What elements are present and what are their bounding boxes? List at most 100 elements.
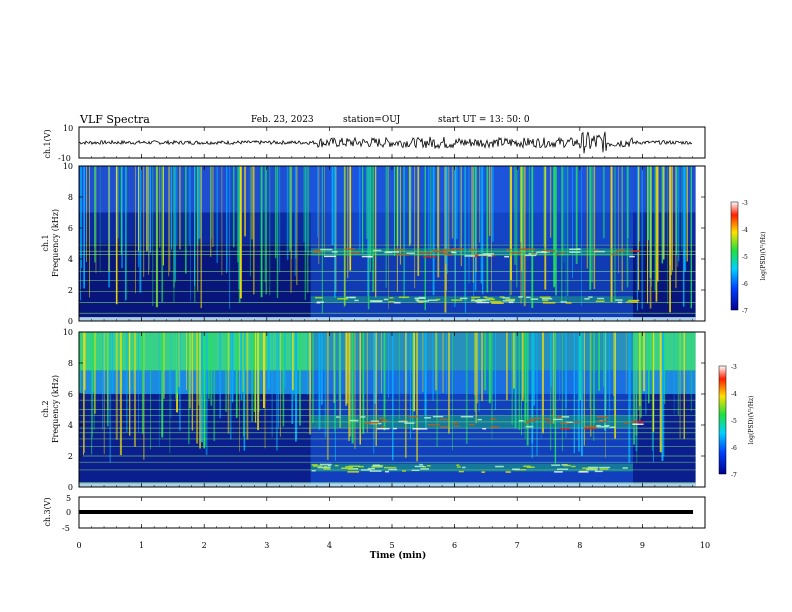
chorus-element [476, 301, 490, 304]
sferic-streak [212, 166, 214, 247]
chorus-element [433, 250, 445, 253]
chorus-element [458, 470, 464, 473]
sferic-streak [452, 332, 453, 451]
sferic-streak [299, 332, 301, 426]
chorus-element [529, 417, 541, 420]
y-tick-label: 10 [63, 328, 73, 337]
sferic-streak [321, 166, 323, 314]
ch1-spectrogram-marks [79, 166, 705, 321]
chorus-element [471, 296, 481, 299]
chorus-element [414, 465, 425, 468]
sferic-streak [178, 332, 181, 388]
sferic-streak [425, 332, 427, 428]
chorus-element [385, 470, 389, 473]
sferic-streak [208, 332, 210, 399]
chorus-element [311, 470, 316, 472]
chorus-element [383, 298, 389, 301]
sferic-streak [655, 166, 658, 302]
chorus-element [491, 302, 504, 304]
sferic-streak [103, 332, 105, 454]
sferic-streak [510, 166, 512, 281]
chorus-element [453, 422, 458, 424]
chorus-band [310, 296, 634, 303]
chorus-element [369, 470, 382, 472]
chorus-element [469, 249, 478, 251]
chorus-element [315, 296, 323, 299]
sferic-streak [334, 332, 336, 432]
sferic-streak [638, 166, 640, 242]
chorus-element [605, 416, 609, 419]
sferic-streak [152, 166, 154, 307]
sferic-streak [394, 166, 395, 256]
sferic-streak [609, 332, 611, 412]
sferic-streak [454, 166, 456, 308]
sferic-streak [555, 166, 557, 296]
chorus-element [432, 415, 444, 418]
sferic-streak [238, 166, 241, 303]
sferic-streak [264, 166, 266, 283]
sferic-streak [495, 332, 496, 410]
sferic-streak [392, 332, 394, 461]
sferic-streak [676, 166, 677, 256]
sferic-streak [614, 166, 616, 303]
chorus-element [563, 464, 571, 467]
chorus-element [595, 300, 605, 302]
chorus-element [490, 426, 499, 428]
low-freq-floor [79, 483, 696, 487]
low-freq-floor [79, 317, 696, 321]
sferic-streak [175, 332, 178, 399]
ch2-colorbar-tick-3: -3 [731, 364, 737, 371]
chorus-element [411, 469, 420, 471]
chorus-element [594, 470, 603, 473]
sferic-streak [276, 332, 278, 451]
ch2-spectrogram-marks [79, 332, 705, 487]
sferic-streak [321, 332, 323, 405]
sferic-streak [239, 166, 242, 299]
sferic-streak [196, 166, 199, 245]
sferic-streak [544, 166, 547, 290]
chorus-element [350, 252, 360, 254]
x-tick-label: 8 [577, 541, 582, 550]
sferic-streak [278, 332, 279, 428]
sferic-streak [459, 166, 461, 255]
chorus-element [474, 299, 483, 302]
sferic-streak [162, 166, 164, 266]
chorus-element [622, 467, 628, 469]
sferic-streak [649, 166, 652, 309]
sferic-streak [446, 166, 448, 274]
sferic-streak [146, 166, 148, 252]
chorus-element [525, 422, 529, 424]
sferic-streak [107, 332, 109, 410]
chorus-element [593, 249, 600, 252]
chorus-element [572, 421, 582, 423]
sferic-streak [409, 166, 411, 246]
sferic-streak [132, 332, 134, 391]
sferic-streak [303, 166, 305, 243]
chorus-element [545, 421, 553, 423]
sferic-streak [199, 332, 201, 449]
chorus-element [508, 301, 514, 304]
chorus-element [502, 300, 515, 302]
sferic-streak [305, 166, 307, 252]
sferic-streak [618, 166, 619, 274]
sferic-streak [625, 332, 627, 395]
sferic-streak [641, 166, 644, 309]
sferic-streak [143, 332, 145, 460]
sferic-streak [472, 166, 474, 283]
sferic-streak [583, 332, 585, 446]
sferic-streak [491, 166, 494, 242]
sferic-streak [200, 332, 203, 443]
sferic-streak [437, 166, 439, 248]
sferic-streak [669, 166, 671, 265]
sferic-streak [307, 332, 308, 396]
sferic-streak [643, 332, 646, 392]
chorus-element [376, 427, 390, 430]
sferic-streak [279, 166, 281, 273]
sferic-streak [117, 166, 119, 239]
sferic-streak [561, 332, 563, 452]
chorus-element [393, 301, 401, 304]
ch2-colorbar [718, 365, 727, 475]
chorus-element [344, 248, 356, 250]
sferic-streak [295, 332, 297, 442]
chorus-element [490, 418, 497, 420]
